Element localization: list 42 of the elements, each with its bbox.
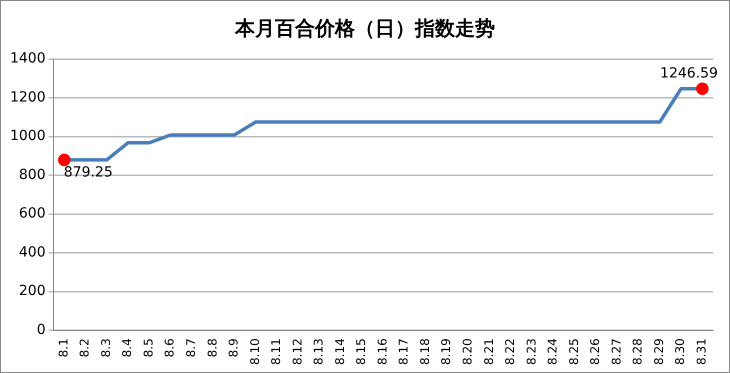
x-tick-label: 8.27 [609, 338, 624, 365]
x-tick-label: 8.23 [524, 338, 538, 365]
x-tick-label: 8.1 [56, 338, 70, 358]
x-tick-label: 8.21 [482, 338, 496, 365]
x-tick-label: 8.10 [248, 338, 262, 365]
chart-title: 本月百合价格（日）指数走势 [234, 15, 496, 42]
data-label: 1246.59 [660, 65, 718, 82]
x-tick-label: 8.22 [503, 338, 518, 365]
y-tick-label: 1200 [10, 89, 46, 106]
x-tick-label: 8.2 [78, 338, 92, 358]
y-tick-label: 0 [36, 322, 46, 338]
x-tick-label: 8.13 [312, 338, 326, 365]
x-tick-label: 8.7 [184, 338, 198, 358]
x-tick-label: 8.25 [566, 338, 581, 365]
x-tick-label: 8.18 [418, 338, 432, 365]
x-tick-label: 8.12 [290, 338, 304, 365]
x-tick-label: 8.26 [588, 338, 602, 365]
x-tick-label: 8.4 [120, 338, 134, 358]
x-tick-label: 8.6 [162, 338, 177, 358]
x-tick-label: 8.14 [332, 338, 347, 365]
x-tick-label: 8.5 [141, 338, 156, 358]
x-tick-label: 8.8 [205, 338, 220, 358]
y-tick-label: 400 [18, 244, 46, 260]
x-tick-label: 8.29 [652, 338, 666, 365]
x-tick-label: 8.24 [546, 338, 560, 365]
y-tick-label: 200 [18, 283, 46, 300]
x-tick-label: 8.28 [630, 338, 645, 365]
y-tick-label: 800 [18, 166, 46, 183]
y-tick-label: 600 [18, 206, 46, 222]
x-tick-label: 8.3 [98, 338, 113, 358]
x-tick-label: 8.19 [439, 338, 454, 365]
x-tick-label: 8.30 [673, 338, 688, 365]
x-tick-label: 8.31 [694, 338, 708, 365]
x-tick-label: 8.11 [269, 338, 284, 365]
y-tick-label: 1000 [10, 128, 46, 144]
data-label: 879.25 [64, 164, 113, 181]
x-tick-label: 8.9 [226, 338, 241, 358]
x-tick-label: 8.17 [396, 338, 411, 365]
x-tick-label: 8.16 [375, 338, 390, 365]
x-tick-label: 8.15 [354, 338, 368, 365]
x-tick-label: 8.20 [460, 338, 475, 365]
y-tick-label: 1400 [10, 50, 46, 67]
